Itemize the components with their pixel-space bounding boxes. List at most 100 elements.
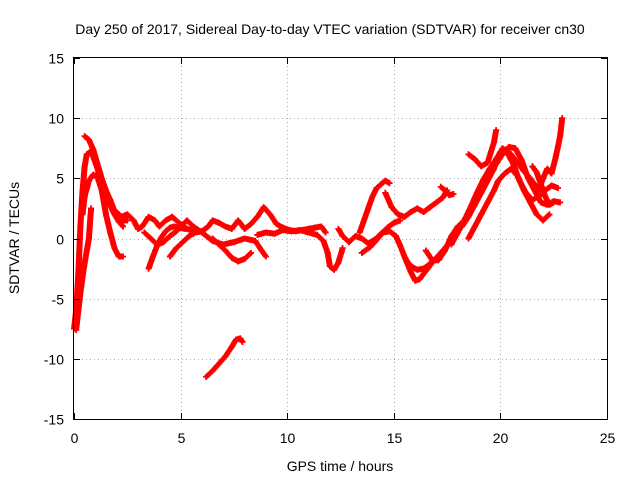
data-point (83, 151, 90, 158)
data-point (552, 153, 559, 160)
data-point (378, 181, 385, 188)
data-point (247, 221, 254, 228)
data-point (305, 229, 312, 236)
data-point (412, 277, 419, 284)
data-point (544, 165, 551, 172)
data-point (279, 227, 286, 234)
data-point (254, 231, 261, 238)
data-point (356, 229, 363, 236)
data-point (179, 239, 186, 246)
data-point (491, 187, 498, 194)
series-track-25 (529, 163, 557, 208)
series-track-4 (79, 171, 127, 260)
data-point (311, 224, 318, 231)
data-point (358, 235, 365, 242)
data-point (107, 196, 114, 203)
x-tick-label: 10 (280, 430, 296, 446)
series-track-22 (465, 127, 500, 170)
data-point (107, 229, 114, 236)
data-point (145, 265, 152, 272)
data-point (98, 187, 105, 194)
data-point (111, 245, 118, 252)
data-point (465, 213, 472, 220)
data-point (181, 225, 188, 232)
data-point (557, 199, 564, 206)
data-point (141, 229, 148, 236)
data-point (358, 249, 365, 256)
data-point (152, 217, 159, 224)
data-point (230, 239, 237, 246)
data-point (520, 187, 527, 194)
data-point (241, 225, 248, 232)
data-point (441, 187, 448, 194)
data-point (215, 241, 222, 248)
data-point (557, 133, 564, 140)
data-point (554, 184, 561, 191)
y-tick-label: 10 (48, 111, 64, 127)
data-point (173, 228, 180, 235)
data-point (512, 145, 519, 152)
data-point (271, 230, 278, 237)
data-point (117, 213, 124, 220)
data-point (81, 133, 88, 140)
data-point (73, 326, 80, 333)
data-point (548, 170, 555, 177)
data-point (262, 229, 269, 236)
data-point (559, 115, 566, 122)
data-point (407, 269, 414, 276)
series-track-8 (166, 228, 205, 260)
x-tick-label: 25 (600, 430, 616, 446)
data-point (508, 165, 515, 172)
data-point (326, 263, 333, 270)
data-point (113, 209, 120, 216)
data-point (471, 156, 478, 163)
data-point (386, 228, 393, 235)
data-point (546, 211, 553, 218)
data-point (254, 213, 261, 220)
data-point (258, 247, 265, 254)
data-point (465, 235, 472, 242)
data-point (446, 192, 453, 199)
data-point (433, 199, 440, 206)
data-point (203, 373, 210, 380)
data-point (382, 177, 389, 184)
data-point (120, 223, 127, 230)
data-point (373, 184, 380, 191)
data-point (160, 239, 167, 246)
series-track-14 (382, 187, 451, 220)
data-point (241, 255, 248, 262)
data-point (414, 205, 421, 212)
data-point (288, 228, 295, 235)
data-point (533, 169, 540, 176)
series-track-12 (335, 217, 404, 247)
data-point (205, 223, 212, 230)
data-point (262, 253, 269, 260)
data-point (102, 211, 109, 218)
data-point (331, 266, 338, 273)
data-point (533, 211, 540, 218)
data-point (177, 223, 184, 230)
data-point (186, 233, 193, 240)
data-point (162, 228, 169, 235)
y-tick-label: 5 (56, 171, 64, 187)
data-point (382, 189, 389, 196)
data-point (162, 217, 169, 224)
data-point (401, 253, 408, 260)
y-tick-label: 15 (48, 51, 64, 67)
data-point (171, 223, 178, 230)
data-point (367, 243, 374, 250)
data-point (540, 217, 547, 224)
data-point (318, 223, 325, 230)
data-point (85, 235, 92, 242)
data-point (158, 234, 165, 241)
data-point (237, 335, 244, 342)
plus-markers (382, 187, 451, 220)
data-point (235, 258, 242, 265)
data-point (493, 160, 500, 167)
data-point (130, 217, 137, 224)
data-point (380, 229, 387, 236)
data-point (169, 213, 176, 220)
data-point (525, 175, 532, 182)
data-point (198, 228, 205, 235)
data-point (397, 242, 404, 249)
